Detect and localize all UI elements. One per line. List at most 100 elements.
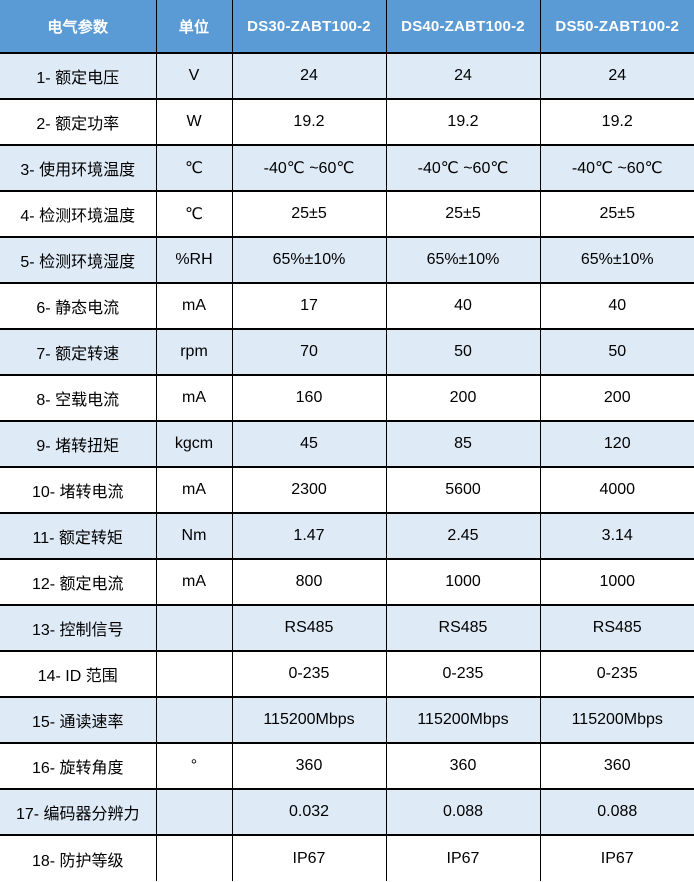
value-cell: 360 — [539, 742, 694, 790]
value-cell: 160 — [231, 374, 387, 422]
param-label-cell: 15- 通读速率 — [0, 696, 157, 744]
value-cell: 50 — [539, 328, 694, 376]
value-cell: 25±5 — [539, 190, 694, 238]
header-cell-model-ds40: DS40-ZABT100-2 — [385, 0, 541, 54]
value-cell: 0.088 — [385, 788, 541, 836]
table-row: 7- 额定转速 rpm 70 50 50 — [0, 328, 694, 376]
value-cell: 1000 — [385, 558, 541, 606]
unit-cell — [155, 604, 233, 652]
value-cell: 24 — [231, 52, 387, 100]
value-cell: 70 — [231, 328, 387, 376]
value-cell: 2.45 — [385, 512, 541, 560]
unit-cell: rpm — [155, 328, 233, 376]
table-row: 13- 控制信号 RS485 RS485 RS485 — [0, 604, 694, 652]
param-label-cell: 3- 使用环境温度 — [0, 144, 157, 192]
table-row: 2- 额定功率 W 19.2 19.2 19.2 — [0, 98, 694, 146]
unit-cell: V — [155, 52, 233, 100]
table-row: 4- 检测环境温度 ℃ 25±5 25±5 25±5 — [0, 190, 694, 238]
value-cell: 24 — [385, 52, 541, 100]
table-row: 11- 额定转矩 Nm 1.47 2.45 3.14 — [0, 512, 694, 560]
value-cell: 0-235 — [539, 650, 694, 698]
unit-cell: mA — [155, 558, 233, 606]
value-cell: 50 — [385, 328, 541, 376]
unit-cell: ° — [155, 742, 233, 790]
param-label-cell: 17- 编码器分辨力 — [0, 788, 157, 836]
value-cell: 0-235 — [385, 650, 541, 698]
value-cell: 1.47 — [231, 512, 387, 560]
value-cell: 120 — [539, 420, 694, 468]
table-body: 1- 额定电压 V 24 24 24 2- 额定功率 W 19.2 19.2 19.2 3- 使用环… — [0, 52, 694, 881]
unit-cell: ℃ — [155, 190, 233, 238]
param-label-cell: 5- 检测环境湿度 — [0, 236, 157, 284]
param-label-cell: 7- 额定转速 — [0, 328, 157, 376]
value-cell: 800 — [231, 558, 387, 606]
value-cell: 24 — [539, 52, 694, 100]
value-cell: 1000 — [539, 558, 694, 606]
table-row: 5- 检测环境湿度 %RH 65%±10% 65%±10% 65%±10% — [0, 236, 694, 284]
value-cell: -40℃ ~60℃ — [231, 144, 387, 192]
unit-cell — [155, 696, 233, 744]
value-cell: 19.2 — [231, 98, 387, 146]
value-cell: 17 — [231, 282, 387, 330]
value-cell: 5600 — [385, 466, 541, 514]
table-row: 18- 防护等级 IP67 IP67 IP67 — [0, 834, 694, 881]
value-cell: RS485 — [231, 604, 387, 652]
header-cell-parameter: 电气参数 — [0, 0, 157, 54]
value-cell: RS485 — [385, 604, 541, 652]
param-label-cell: 8- 空载电流 — [0, 374, 157, 422]
value-cell: 65%±10% — [539, 236, 694, 284]
value-cell: RS485 — [539, 604, 694, 652]
table-row: 6- 静态电流 mA 17 40 40 — [0, 282, 694, 330]
param-label-cell: 10- 堵转电流 — [0, 466, 157, 514]
value-cell: 4000 — [539, 466, 694, 514]
value-cell: 25±5 — [385, 190, 541, 238]
table-row: 16- 旋转角度 ° 360 360 360 — [0, 742, 694, 790]
param-label-cell: 11- 额定转矩 — [0, 512, 157, 560]
table-row: 12- 额定电流 mA 800 1000 1000 — [0, 558, 694, 606]
param-label-cell: 16- 旋转角度 — [0, 742, 157, 790]
header-cell-unit: 单位 — [155, 0, 233, 54]
unit-cell: kgcm — [155, 420, 233, 468]
table-row: 8- 空载电流 mA 160 200 200 — [0, 374, 694, 422]
value-cell: IP67 — [231, 834, 387, 881]
param-label-cell: 2- 额定功率 — [0, 98, 157, 146]
value-cell: 2300 — [231, 466, 387, 514]
table-row: 3- 使用环境温度 ℃ -40℃ ~60℃ -40℃ ~60℃ -40℃ ~60℃ — [0, 144, 694, 192]
value-cell: -40℃ ~60℃ — [385, 144, 541, 192]
value-cell: 115200Mbps — [385, 696, 541, 744]
unit-cell: W — [155, 98, 233, 146]
value-cell: 40 — [385, 282, 541, 330]
value-cell: -40℃ ~60℃ — [539, 144, 694, 192]
unit-cell: mA — [155, 466, 233, 514]
unit-cell — [155, 788, 233, 836]
param-label-cell: 12- 额定电流 — [0, 558, 157, 606]
header-row: 电气参数 单位 DS30-ZABT100-2 DS40-ZABT100-2 DS… — [0, 0, 694, 54]
unit-cell: %RH — [155, 236, 233, 284]
param-label-cell: 14- ID 范围 — [0, 650, 157, 698]
unit-cell: mA — [155, 282, 233, 330]
value-cell: 200 — [385, 374, 541, 422]
value-cell: 19.2 — [539, 98, 694, 146]
table-row: 1- 额定电压 V 24 24 24 — [0, 52, 694, 100]
value-cell: IP67 — [385, 834, 541, 881]
unit-cell — [155, 834, 233, 881]
param-label-cell: 9- 堵转扭矩 — [0, 420, 157, 468]
unit-cell — [155, 650, 233, 698]
unit-cell: ℃ — [155, 144, 233, 192]
value-cell: 0-235 — [231, 650, 387, 698]
value-cell: 115200Mbps — [231, 696, 387, 744]
value-cell: 3.14 — [539, 512, 694, 560]
value-cell: 115200Mbps — [539, 696, 694, 744]
table-row: 9- 堵转扭矩 kgcm 45 85 120 — [0, 420, 694, 468]
value-cell: 25±5 — [231, 190, 387, 238]
table-row: 15- 通读速率 115200Mbps 115200Mbps 115200Mbps — [0, 696, 694, 744]
header-cell-model-ds50: DS50-ZABT100-2 — [539, 0, 694, 54]
param-label-cell: 18- 防护等级 — [0, 834, 157, 881]
value-cell: 65%±10% — [385, 236, 541, 284]
value-cell: 360 — [385, 742, 541, 790]
value-cell: 45 — [231, 420, 387, 468]
value-cell: 200 — [539, 374, 694, 422]
param-label-cell: 4- 检测环境温度 — [0, 190, 157, 238]
value-cell: 0.088 — [539, 788, 694, 836]
